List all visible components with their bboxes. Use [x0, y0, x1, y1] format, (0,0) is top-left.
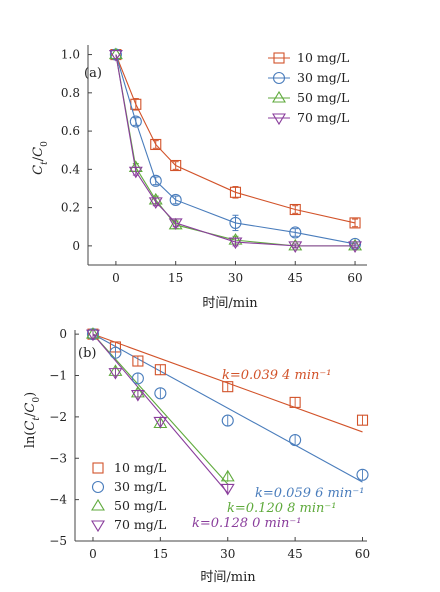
panel-a-y-label: Ct/C0: [31, 141, 50, 175]
k-annotation-0: k=0.039 4 min⁻¹: [222, 368, 331, 383]
data-point: [132, 355, 144, 367]
data-point: [168, 218, 183, 230]
panel-a-y-tick-label: 0.2: [61, 201, 80, 215]
svg-text:Ct/C0: Ct/C0: [31, 141, 50, 175]
svg-text:ln(Ct/C0): ln(Ct/C0): [23, 392, 42, 448]
k-annotation-2: k=0.120 8 min⁻¹: [227, 501, 336, 516]
panel-b-x-tick-label: 45: [287, 547, 302, 561]
panel-a-x-label: 时间/min: [202, 296, 258, 311]
legend-entry: 70 mg/L: [114, 517, 166, 532]
data-point: [128, 166, 143, 179]
data-point: [131, 372, 144, 385]
data-point: [288, 238, 303, 251]
panel-b-x-tick-label: 0: [89, 547, 97, 561]
fit-line-2: [92, 333, 229, 485]
data-point: [154, 387, 167, 400]
data-point: [289, 396, 301, 408]
panel-b-y-tick-label: 0: [59, 327, 67, 341]
panel-b: 0 15 30 45 60 0 −1 −2 −3 −4 −5 (b) 时间/min ln(Ct/C0…: [23, 327, 370, 585]
data-point: [148, 197, 163, 209]
data-point: [289, 203, 301, 216]
legend-entry: 30 mg/L: [297, 70, 349, 85]
panel-b-y-label: ln(Ct/C0): [23, 392, 42, 448]
legend-marker: [272, 71, 286, 85]
legend-entry: 10 mg/L: [114, 460, 166, 475]
data-point: [220, 483, 235, 496]
data-point: [108, 368, 123, 380]
panel-b-y-tick-label: −4: [49, 493, 67, 507]
panel-b-x-tick-label: 15: [153, 547, 168, 561]
panel-a-x-tick-label: 15: [168, 271, 183, 285]
panel-a-x-tick-label: 30: [228, 271, 243, 285]
data-point: [348, 241, 363, 253]
panel-a-legend: 10 mg/L 30 mg/L 50 mg/L 70 mg/L: [268, 50, 349, 126]
data-point: [356, 468, 369, 481]
data-point: [150, 138, 162, 151]
panel-a-y-tick-label: 0.4: [61, 162, 80, 176]
data-point: [349, 217, 361, 229]
legend-marker: [272, 113, 286, 126]
panel-a-y-tick-label: 1.0: [61, 48, 80, 62]
data-point: [229, 186, 242, 198]
panel-b-y-tick-label: −1: [49, 369, 67, 383]
data-point: [153, 416, 168, 429]
data-point: [149, 174, 162, 187]
panel-b-x-tick-label: 60: [355, 547, 370, 561]
fit-line-3: [92, 333, 229, 494]
panel-b-label: (b): [78, 346, 96, 361]
legend-entry: 50 mg/L: [297, 90, 349, 105]
data-point: [228, 237, 243, 250]
panel-a-x-tick-label: 0: [112, 271, 120, 285]
data-point: [356, 414, 369, 426]
panel-a-y-tick-label: 0.6: [61, 124, 80, 138]
panel-a: 0 15 30 45 60 0 0.2 0.4 0.6 0.8 1.0 (a) 时间/min Ct/…: [31, 45, 367, 311]
panel-b-y-tick-label: −2: [49, 410, 67, 424]
data-point: [85, 329, 100, 342]
legend-marker: [91, 520, 105, 533]
panel-a-y-tick-label: 0: [72, 239, 80, 253]
legend-marker: [273, 52, 285, 64]
data-point: [222, 381, 234, 393]
k-annotation-1: k=0.059 6 min⁻¹: [255, 486, 364, 501]
legend-marker: [91, 498, 105, 511]
legend-entry: 70 mg/L: [297, 110, 349, 125]
data-point: [170, 159, 182, 172]
data-point: [109, 346, 122, 359]
data-point: [154, 364, 166, 376]
legend-marker: [92, 462, 104, 474]
panel-a-y-tick-label: 0.8: [61, 86, 80, 100]
data-point: [108, 50, 123, 62]
panel-a-label: (a): [84, 66, 102, 81]
panel-a-x-tick-label: 45: [288, 271, 303, 285]
panel-b-x-label: 时间/min: [200, 570, 256, 585]
data-point: [220, 469, 235, 482]
data-point: [289, 226, 302, 239]
panel-b-y-tick-label: −5: [49, 534, 67, 548]
data-point: [169, 193, 182, 207]
panel-a-x-tick-label: 60: [347, 271, 362, 285]
legend-entry: 30 mg/L: [114, 479, 166, 494]
panel-b-y-tick-label: −3: [49, 451, 67, 465]
legend-entry: 50 mg/L: [114, 498, 166, 513]
legend-marker: [272, 90, 286, 103]
legend-entry: 10 mg/L: [297, 50, 349, 65]
legend-marker: [91, 480, 105, 494]
k-annotation-3: k=0.128 0 min⁻¹: [192, 516, 301, 531]
data-point: [129, 115, 142, 128]
data-point: [108, 47, 123, 60]
panel-b-x-tick-label: 30: [220, 547, 235, 561]
panel-b-legend: 10 mg/L 30 mg/L 50 mg/L 70 mg/L: [91, 460, 166, 533]
data-point: [130, 389, 145, 402]
data-point: [348, 238, 363, 251]
data-point: [289, 434, 302, 447]
data-point: [221, 414, 234, 427]
data-point: [288, 241, 303, 253]
data-point: [229, 216, 242, 229]
